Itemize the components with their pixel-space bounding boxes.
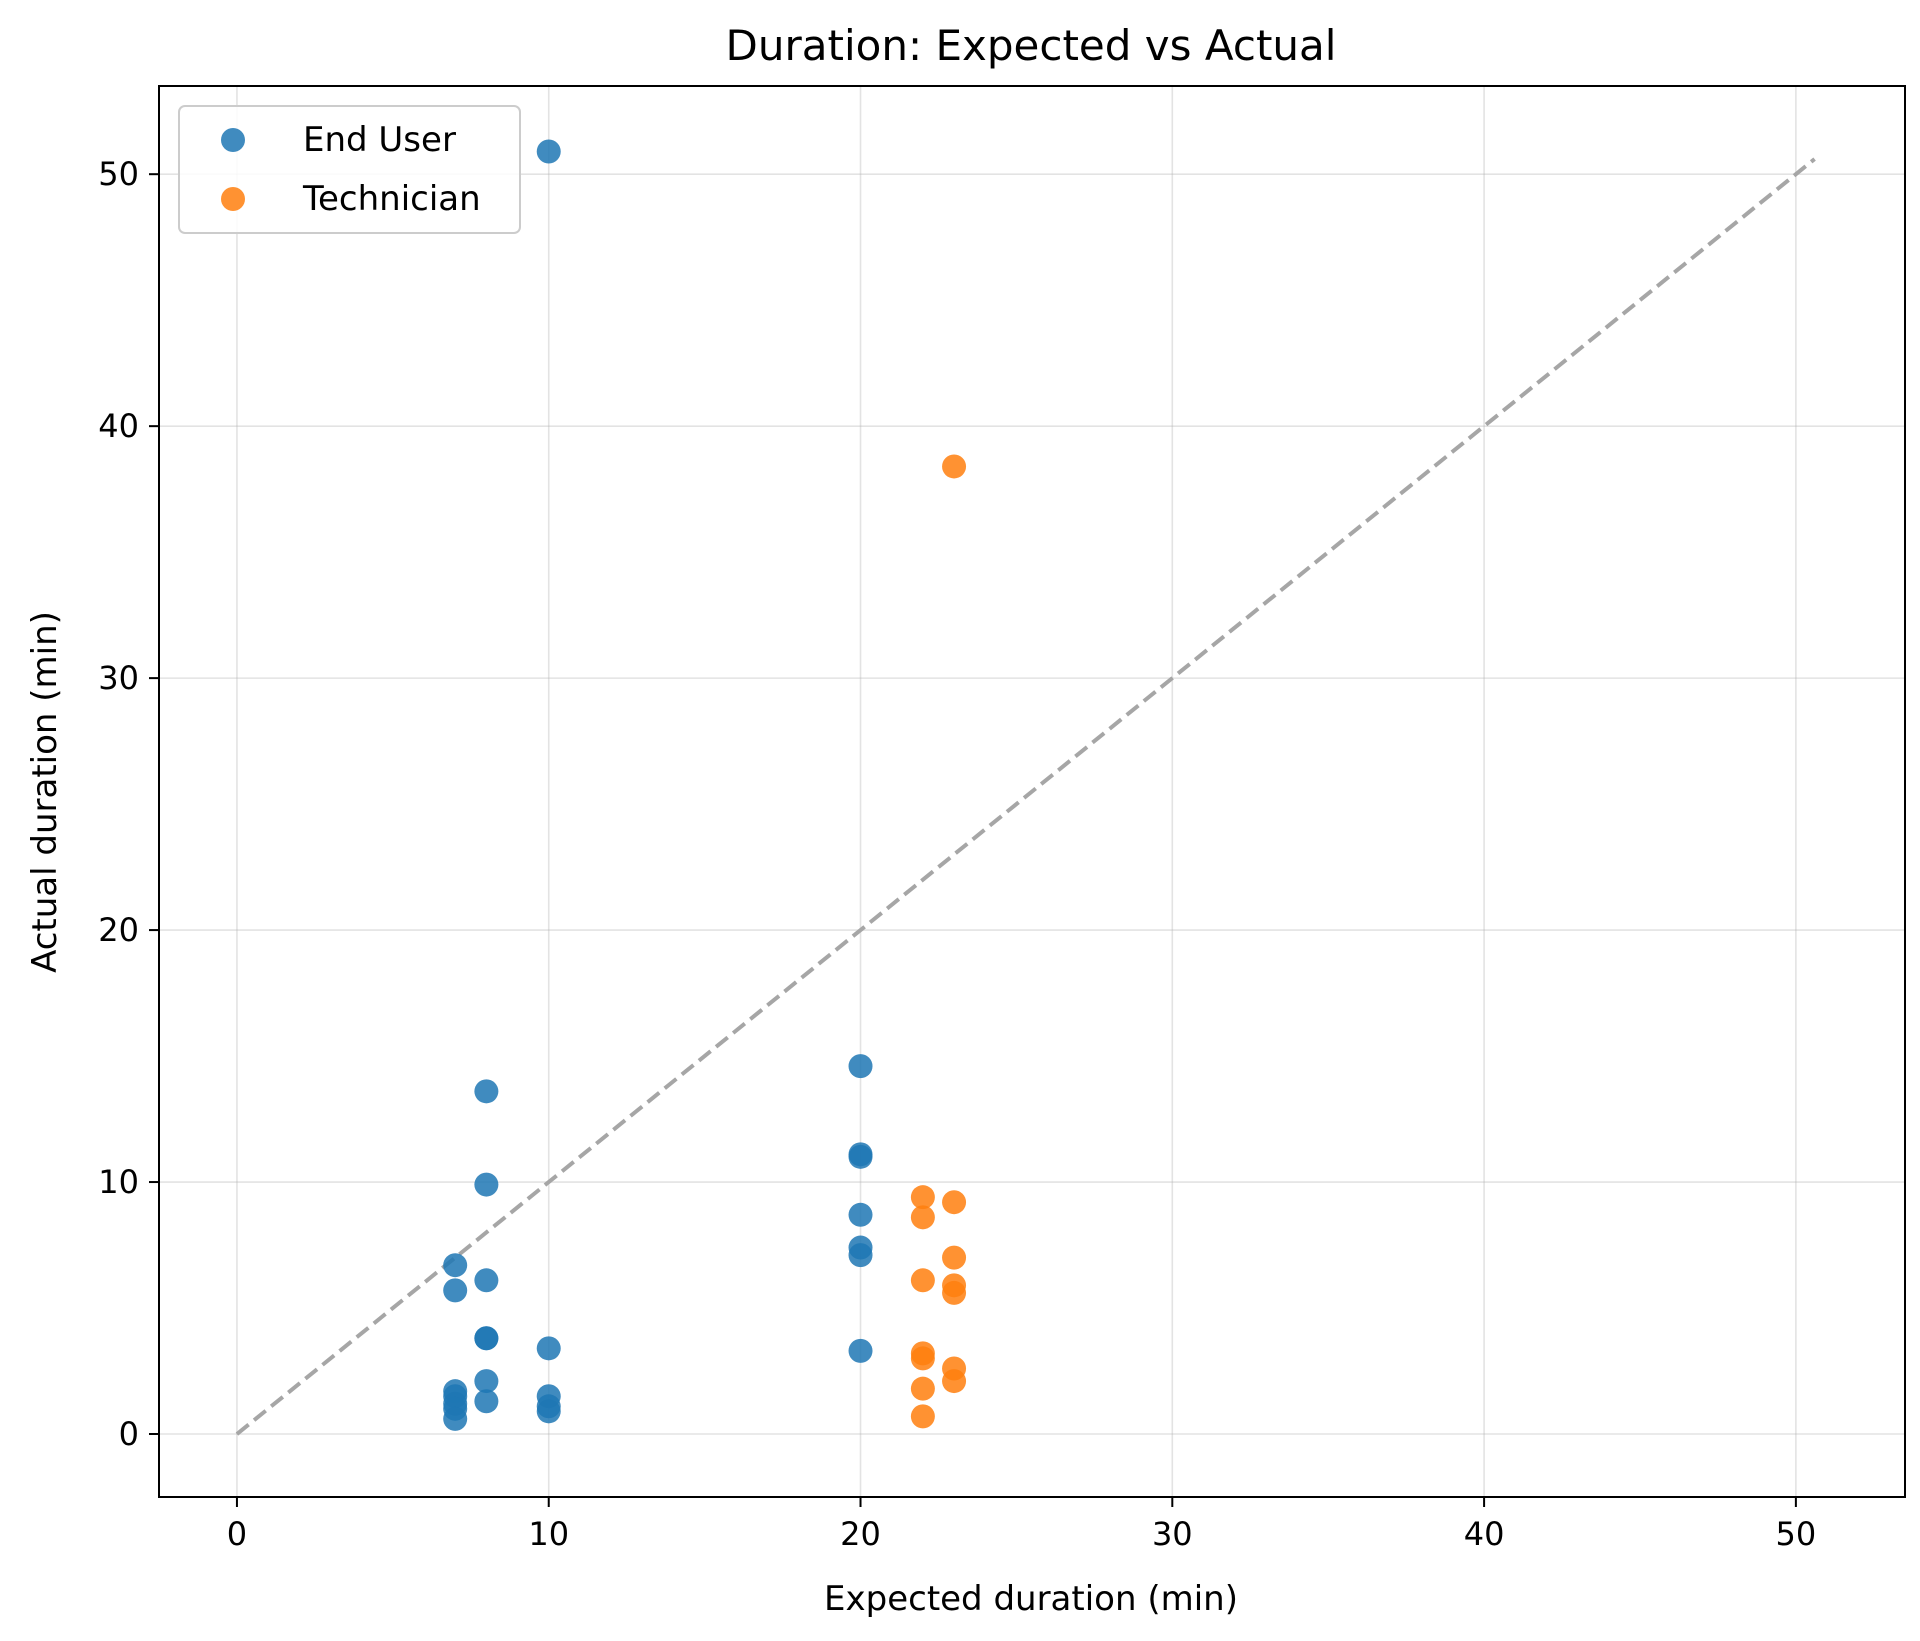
data-point-technician [942, 1280, 967, 1305]
data-point-end-user [474, 1369, 499, 1394]
data-point-technician [910, 1346, 935, 1371]
data-point-end-user [536, 1336, 561, 1361]
data-point-end-user [848, 1054, 873, 1079]
data-points [443, 139, 967, 1431]
chart-title: Duration: Expected vs Actual [726, 21, 1337, 70]
legend-marker-end-user [221, 128, 245, 152]
data-point-end-user [474, 1389, 499, 1414]
legend-label-technician: Technician [302, 179, 481, 219]
data-point-technician [910, 1376, 935, 1401]
x-tick-label: 0 [227, 1515, 247, 1553]
reference-line-layer [235, 157, 1816, 1436]
data-point-end-user [443, 1253, 468, 1278]
reference-line-y-equals-x [235, 157, 1816, 1436]
y-tick-label: 10 [98, 1163, 139, 1201]
data-point-technician [942, 1190, 967, 1215]
data-point-technician [910, 1205, 935, 1230]
data-point-technician [910, 1185, 935, 1210]
data-point-end-user [443, 1406, 468, 1431]
data-point-end-user [848, 1243, 873, 1268]
data-point-end-user [474, 1172, 499, 1197]
data-point-end-user [536, 1399, 561, 1424]
data-point-technician [910, 1404, 935, 1429]
data-point-end-user [848, 1338, 873, 1363]
x-axis-label: Expected duration (min) [824, 1579, 1238, 1619]
x-tick-label: 50 [1776, 1515, 1817, 1553]
data-point-end-user [848, 1202, 873, 1227]
data-point-technician [942, 1245, 967, 1270]
data-point-end-user [474, 1268, 499, 1293]
y-tick-label: 40 [98, 407, 139, 445]
data-point-end-user [536, 139, 561, 164]
y-axis-ticks: 0 10 20 30 40 50 [98, 155, 159, 1453]
legend: End User Technician [178, 105, 521, 234]
legend-label-end-user: End User [303, 120, 456, 160]
grid-lines [159, 86, 1905, 1497]
x-tick-label: 10 [528, 1515, 569, 1553]
legend-box [178, 105, 521, 234]
data-point-end-user [474, 1326, 499, 1351]
data-point-technician [910, 1268, 935, 1293]
x-tick-label: 30 [1152, 1515, 1193, 1553]
y-tick-label: 50 [98, 155, 139, 193]
data-point-end-user [443, 1278, 468, 1303]
x-axis-ticks: 0 10 20 30 40 50 [227, 1497, 1816, 1553]
data-point-end-user [474, 1079, 499, 1104]
data-point-end-user [848, 1144, 873, 1169]
plot-area-frame [158, 85, 1906, 1498]
y-tick-label: 0 [119, 1415, 139, 1453]
y-axis-label: Actual duration (min) [25, 611, 65, 973]
y-tick-label: 30 [98, 659, 139, 697]
y-tick-label: 20 [98, 911, 139, 949]
data-point-technician [942, 454, 967, 479]
x-tick-label: 20 [840, 1515, 881, 1553]
data-point-technician [942, 1369, 967, 1394]
x-tick-label: 40 [1464, 1515, 1505, 1553]
legend-marker-technician [221, 187, 245, 211]
